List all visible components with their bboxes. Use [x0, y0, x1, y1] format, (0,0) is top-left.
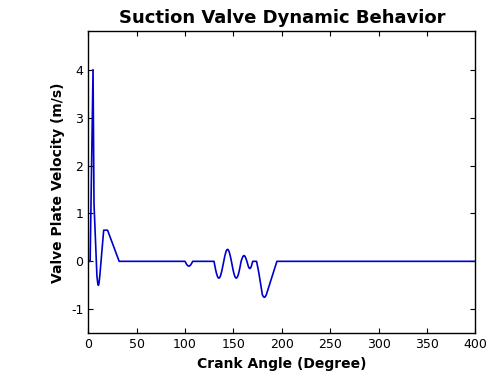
Title: Suction Valve Dynamic Behavior: Suction Valve Dynamic Behavior [119, 9, 445, 27]
X-axis label: Crank Angle (Degree): Crank Angle (Degree) [197, 357, 367, 370]
Y-axis label: Valve Plate Velocity (m/s): Valve Plate Velocity (m/s) [51, 82, 65, 283]
